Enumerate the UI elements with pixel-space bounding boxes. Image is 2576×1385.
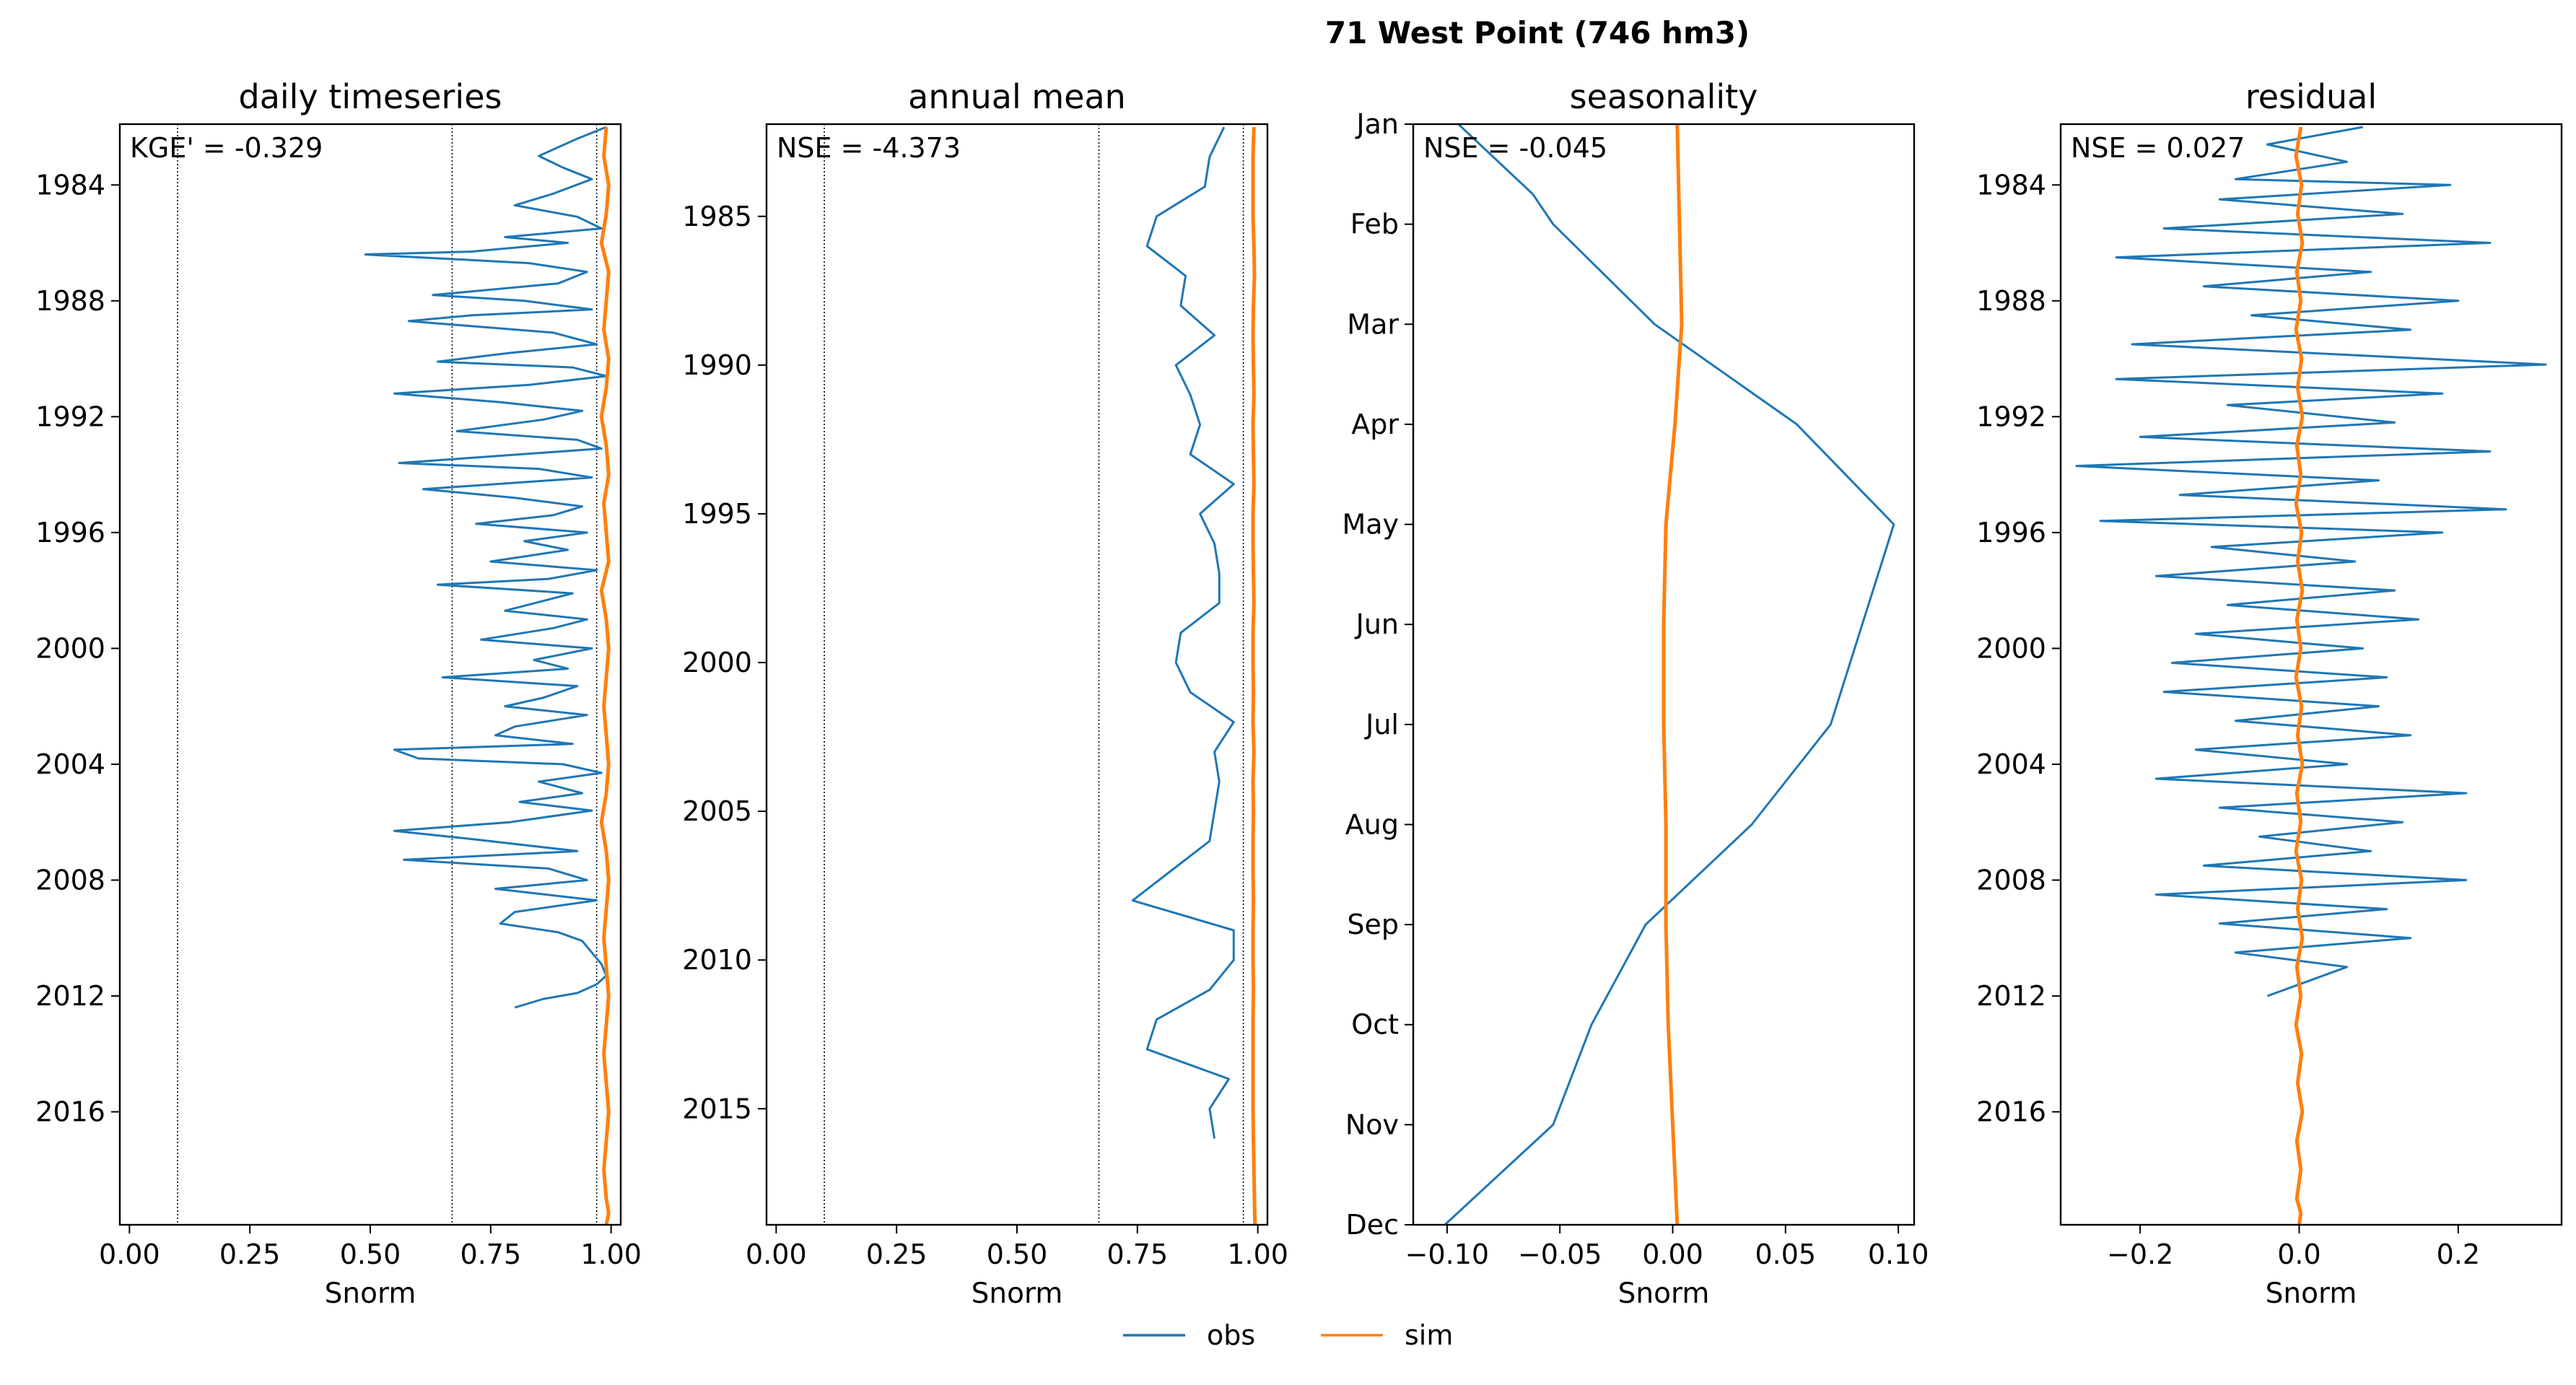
y-tick-label: 1995 (682, 498, 752, 530)
y-tick-label: 2016 (35, 1096, 105, 1127)
y-tick-label: Oct (1351, 1009, 1399, 1041)
series-obs-line (1131, 126, 1235, 1139)
y-tick-label: 1988 (35, 285, 105, 317)
x-tick-label: 0.05 (1755, 1238, 1817, 1270)
panel-3: seasonality −0.10 −0.05 0.00 0.05 0.10 Jan Feb M… (1342, 77, 1929, 1310)
legend: obs sim (1123, 1319, 1453, 1351)
x-tick-label: 0.25 (866, 1238, 927, 1270)
y-tick-label: Mar (1347, 308, 1399, 340)
y-tick-label: 2010 (682, 944, 752, 976)
series-obs-line (364, 126, 608, 1009)
metric-annotation: KGE' = -0.329 (130, 132, 323, 164)
y-tick-label: 2000 (35, 632, 105, 664)
y-tick-label: Feb (1350, 209, 1399, 240)
series-group (1131, 126, 1257, 1225)
y-tick-label: 1988 (1976, 285, 2046, 317)
series-group (364, 126, 611, 1225)
y-tick-label: Nov (1345, 1109, 1399, 1140)
y-tick-label: 2008 (1976, 864, 2046, 896)
y-tick-label: 1984 (35, 169, 105, 201)
figure-title: 71 West Point (746 hm3) (1325, 15, 1750, 51)
x-axis-label: Snorm (1618, 1277, 1710, 1310)
y-tick-label: 2012 (35, 980, 105, 1012)
y-tick-label: 1996 (35, 517, 105, 549)
panel-4: residual −0.2 0.0 0.2 1984 1988 1992 1996 2000 20… (1976, 77, 2563, 1310)
panel-1: daily timeseries 0.00 0.25 0.50 0.75 1.00 1984… (35, 77, 642, 1310)
x-tick-label: 0.75 (1107, 1238, 1169, 1270)
series-sim-line (2294, 126, 2305, 1225)
y-tick-label: 2008 (35, 864, 105, 896)
x-tick-label: 0.00 (1642, 1238, 1703, 1270)
series-sim-line (599, 126, 611, 1225)
panel-title: seasonality (1570, 77, 1758, 116)
x-tick-label: 0.00 (746, 1238, 807, 1270)
x-tick-label: 0.10 (1868, 1238, 1929, 1270)
x-tick-label: 0.25 (219, 1238, 281, 1270)
series-group (2075, 126, 2547, 1225)
panel-title: daily timeseries (239, 77, 502, 116)
x-tick-label: −0.2 (2107, 1238, 2173, 1270)
axes-frame (765, 123, 1269, 1226)
series-sim-line (1662, 124, 1684, 1225)
y-tick-label: Apr (1351, 408, 1399, 440)
x-tick-label: 0.75 (460, 1238, 522, 1270)
y-tick-label: Aug (1345, 808, 1399, 840)
x-tick-label: −0.10 (1405, 1238, 1489, 1270)
panel-2: annual mean 0.00 0.25 0.50 0.75 1.00 1985 1990 1… (682, 77, 1288, 1310)
y-tick-label: 2004 (1976, 748, 2046, 780)
x-tick-label: 0.50 (340, 1238, 401, 1270)
series-obs-line (1444, 124, 1895, 1225)
y-tick-label: 1996 (1976, 517, 2046, 549)
panel-title: annual mean (908, 77, 1126, 116)
series-group (1444, 124, 1895, 1225)
y-tick-label: 2004 (35, 748, 105, 780)
legend-sim-label: sim (1405, 1319, 1453, 1351)
y-tick-label: 1990 (682, 349, 752, 381)
metric-annotation: NSE = -4.373 (777, 132, 961, 164)
x-tick-label: 0.0 (2277, 1238, 2320, 1270)
metric-annotation: NSE = 0.027 (2071, 132, 2245, 164)
y-tick-label: 1992 (35, 401, 105, 432)
y-tick-label: Sep (1347, 909, 1399, 940)
x-tick-label: 0.00 (99, 1238, 160, 1270)
x-tick-label: 1.00 (580, 1238, 642, 1270)
y-tick-label: 2000 (682, 647, 752, 678)
x-axis-label: Snorm (325, 1277, 416, 1310)
metric-annotation: NSE = -0.045 (1423, 132, 1607, 164)
y-tick-label: 1984 (1976, 169, 2046, 201)
x-tick-label: 0.2 (2437, 1238, 2480, 1270)
legend-obs-label: obs (1207, 1319, 1255, 1351)
x-axis-label: Snorm (972, 1277, 1063, 1310)
y-tick-label: Jul (1364, 709, 1399, 740)
axes-frame (118, 123, 622, 1226)
axes-frame (2059, 123, 2563, 1226)
y-tick-label: 2005 (682, 795, 752, 827)
y-tick-label: 2000 (1976, 632, 2046, 664)
panel-title: residual (2245, 77, 2377, 116)
x-tick-label: 0.50 (987, 1238, 1048, 1270)
x-tick-label: −0.05 (1518, 1238, 1602, 1270)
y-tick-label: 1985 (682, 201, 752, 232)
axes-frame (1412, 123, 1916, 1226)
y-tick-label: Jan (1355, 108, 1399, 140)
x-tick-label: 1.00 (1227, 1238, 1288, 1270)
y-tick-label: 2012 (1976, 980, 2046, 1012)
y-tick-label: Dec (1345, 1209, 1399, 1241)
y-tick-label: 1992 (1976, 401, 2046, 432)
y-tick-label: 2016 (1976, 1096, 2046, 1127)
y-tick-label: Jun (1355, 608, 1399, 640)
y-tick-label: May (1342, 509, 1399, 541)
series-obs-line (2075, 126, 2547, 997)
series-sim-line (1251, 127, 1257, 1225)
y-tick-label: 2015 (682, 1093, 752, 1124)
panels: daily timeseries 0.00 0.25 0.50 0.75 1.00 1984… (35, 77, 2563, 1310)
x-axis-label: Snorm (2266, 1277, 2357, 1310)
